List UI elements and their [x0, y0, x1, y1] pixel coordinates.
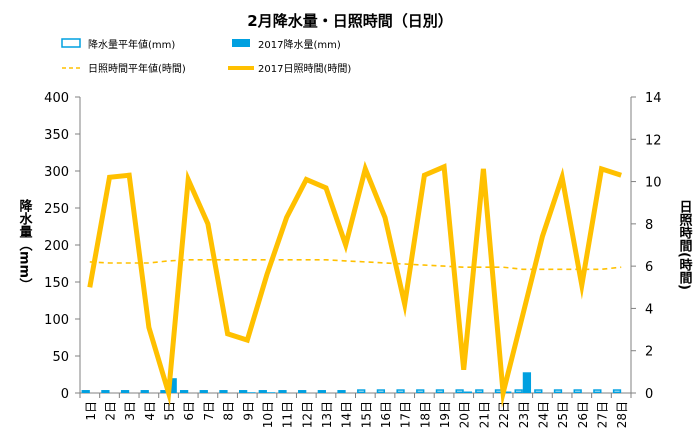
bar-normal-precip — [120, 390, 130, 394]
bar-normal-precip — [514, 389, 523, 393]
x-tick-label: 17日 — [399, 401, 413, 428]
bar-normal-precip — [534, 389, 543, 393]
legend-label: 降水量平年値(mm) — [88, 38, 175, 51]
legend-symbol-2017-precip — [232, 39, 250, 47]
legend-label: 日照時間平年値(時間) — [88, 62, 186, 75]
bar-normal-precip — [258, 390, 267, 394]
bar-normal-precip — [239, 390, 248, 394]
bar-normal-precip — [317, 390, 326, 394]
legend-label: 2017日照時間(時間) — [258, 63, 351, 75]
x-tick-label: 4日 — [143, 401, 157, 421]
x-tick-label: 11日 — [281, 401, 295, 428]
x-tick-label: 22日 — [497, 401, 511, 428]
line-2017-sunshine — [87, 160, 622, 408]
y-left-tick-label: 150 — [44, 276, 69, 291]
bar-normal-precip — [376, 389, 386, 393]
x-tick-label: 1日 — [84, 401, 98, 421]
bar-2017-precip — [463, 391, 472, 393]
bar-2017-precip — [266, 392, 276, 393]
x-tick-label: 10日 — [261, 401, 275, 428]
y-right-axis-label: 日照時間(時間) — [677, 200, 693, 290]
bar-2017-precip — [503, 391, 512, 393]
bar-normal-precip — [475, 389, 484, 393]
bar-normal-precip — [593, 389, 602, 393]
bar-2017-precip — [247, 392, 256, 393]
x-tick-label: 18日 — [418, 401, 432, 428]
x-tick-label: 2日 — [104, 401, 118, 421]
bar-normal-precip — [179, 390, 189, 394]
bar-2017-precip — [522, 372, 532, 393]
bar-normal-precip — [278, 390, 287, 394]
bar-normal-precip — [101, 390, 110, 394]
x-tick-label: 5日 — [163, 401, 177, 421]
x-tick-label: 3日 — [123, 401, 137, 421]
legend-symbol-normal-precip — [61, 38, 81, 48]
bar-normal-precip — [455, 389, 464, 393]
x-tick-label: 21日 — [477, 401, 491, 428]
y-left-tick-label: 50 — [52, 350, 69, 365]
bar-normal-precip — [357, 389, 366, 393]
y-left-tick-label: 200 — [44, 239, 69, 254]
y-right-tick-label: 0 — [645, 387, 653, 402]
y-left-tick-label: 250 — [44, 202, 69, 217]
x-tick-label: 9日 — [241, 401, 255, 421]
x-tick-label: 13日 — [320, 401, 334, 428]
x-tick-label: 23日 — [517, 401, 531, 428]
x-tick-label: 7日 — [202, 401, 216, 421]
x-tick-label: 25日 — [556, 401, 570, 428]
y-right-tick-label: 8 — [645, 218, 653, 233]
bar-normal-precip — [199, 390, 208, 394]
plot-area: 0 50 100 150 200 250 300 350 400 0 2 4 6 8 10 12 14 1日 2日 3… — [44, 91, 661, 428]
bar-normal-precip — [396, 389, 405, 393]
y-left-tick-label: 400 — [44, 91, 69, 106]
y-left-tick-label: 0 — [61, 387, 69, 402]
bar-normal-precip — [81, 390, 90, 394]
x-tick-label: 24日 — [536, 401, 550, 428]
y-right-tick-label: 6 — [645, 260, 653, 275]
y-right-tick-label: 10 — [645, 176, 662, 191]
bar-normal-precip — [219, 390, 228, 394]
x-tick-label: 20日 — [458, 401, 472, 428]
x-tick-label: 14日 — [340, 401, 354, 428]
bar-normal-precip — [553, 389, 563, 393]
y-left-axis-label: 降水量（mm） — [17, 198, 34, 291]
line-normal-sunshine — [89, 258, 622, 271]
y-left-tick-label: 100 — [44, 313, 69, 328]
bar-2017-precip — [168, 378, 177, 393]
x-tick-label: 8日 — [222, 401, 236, 421]
y-right-tick-label: 4 — [645, 302, 653, 317]
chart-title: 2月降水量・日照時間（日別） — [247, 12, 452, 30]
y-right-tick-label: 2 — [645, 345, 653, 360]
bar-normal-precip — [416, 389, 425, 393]
y-right-tick-label: 14 — [645, 91, 662, 106]
bar-normal-precip — [298, 390, 307, 394]
legend-label: 2017降水量(mm) — [258, 38, 341, 51]
x-tick-label: 26日 — [576, 401, 590, 428]
x-tick-label: 19日 — [438, 401, 452, 428]
y-left-tick-label: 300 — [44, 165, 69, 180]
bar-normal-precip — [140, 390, 149, 394]
x-tick-label: 27日 — [595, 401, 609, 428]
x-tick-label: 15日 — [359, 401, 373, 428]
legend: 降水量平年値(mm) 2017降水量(mm) 日照時間平年値(時間) 2017日照時間… — [61, 38, 351, 75]
bar-normal-precip — [573, 389, 582, 393]
x-tick-label: 12日 — [300, 401, 314, 428]
x-tick-label: 6日 — [182, 401, 196, 421]
y-right-tick-label: 12 — [645, 133, 662, 148]
x-tick-label: 28日 — [615, 401, 629, 428]
bar-normal-precip — [612, 389, 622, 393]
y-left-tick-label: 350 — [44, 128, 69, 143]
bar-normal-precip — [435, 389, 445, 393]
x-tick-label: 16日 — [379, 401, 393, 428]
bar-normal-precip — [337, 390, 346, 394]
